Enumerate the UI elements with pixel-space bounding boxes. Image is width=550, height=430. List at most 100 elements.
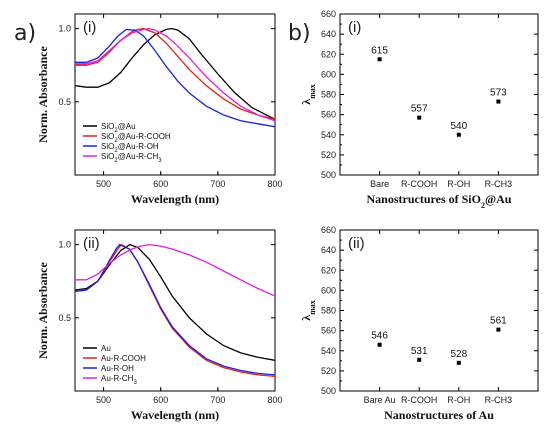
y-tick-label: 660 [321,9,336,19]
data-label: 615 [371,45,388,56]
category-label: R-CH3 [485,179,513,189]
legend-label-2: Au-R-OH [101,364,134,373]
legend-label-1: Au-R-COOH [101,354,146,363]
category-label: R-OH [447,179,470,189]
panel-tag: (ii) [348,235,365,252]
x-tick-label: 500 [96,179,111,189]
panel-label-a: a) [14,21,36,46]
category-label: Bare Au [364,395,396,405]
legend-label-3: Au-R-CH3 [101,374,137,386]
x-axis-title: Wavelength (nm) [131,408,219,422]
label-part-pre: Au-R-COOH [101,354,146,363]
label-part-pre: SiO [101,142,114,151]
y-tick-label: 540 [321,130,336,140]
label-part-sub: max [308,300,317,315]
x-tick-label: 700 [210,179,225,189]
data-point [417,115,422,120]
panel-tag: (i) [83,19,96,36]
series-line-2 [75,28,275,128]
y-tick-label: 540 [321,346,336,356]
label-part-sub: 2 [114,158,118,164]
label-part-pre: SiO [101,122,114,131]
panel-label-b: b) [288,21,311,46]
y-tick-label: 620 [321,265,336,275]
x-tick-label: 500 [96,395,111,405]
label-part-pre: λ [299,315,313,321]
plot-frame [339,13,539,176]
legend-label-3: SiO2@Au-R-CH3 [101,152,162,164]
series-line-3 [75,27,275,122]
data-point [456,360,461,365]
x-tick-label: 700 [210,395,225,405]
label-part-sub: max [308,84,317,99]
label-part-pre: Nanostructures of Au [384,408,494,422]
data-point [496,99,501,104]
plot-frame [74,229,276,392]
x-axis-title: Wavelength (nm) [131,192,219,206]
data-label: 546 [371,331,388,342]
y-axis-title: λmax [299,84,317,105]
label-part-pre: Au-R-CH [101,374,134,383]
label-part-sub2: 3 [158,158,162,164]
label-part-pre: Nanostructures of SiO [367,192,481,206]
category-label: Bare [370,179,389,189]
label-part-post: @Au [118,122,136,131]
data-point [377,57,382,62]
x-axis-title: Nanostructures of Au [384,408,494,422]
y-tick-label: 580 [321,90,336,100]
x-axis-title: Nanostructures of SiO2@Au [367,192,512,210]
series-line-0 [75,243,275,361]
legend-label-0: Au [101,344,111,353]
series-line-3 [75,243,275,297]
legend-label-1: SiO2@Au-R-COOH [101,132,171,144]
label-part-post: @Au-R-COOH [118,132,171,141]
data-label: 557 [411,104,428,115]
label-part-sub: 3 [133,380,137,386]
x-tick-label: 600 [153,395,168,405]
label-part-sub: 2 [481,201,485,210]
label-part-post: @Au-R-OH [118,142,159,151]
data-label: 573 [490,88,507,99]
y-tick-label: 1.0 [58,240,71,250]
y-tick-label: 560 [321,326,336,336]
category-label: R-COOH [401,395,438,405]
y-tick-label: 500 [321,170,336,180]
y-axis-title: λmax [299,300,317,321]
label-part-pre: Au-R-OH [101,364,134,373]
legend-label-0: SiO2@Au [101,122,136,134]
plot-frame [339,229,539,392]
y-axis-title: Norm. Absorbance [36,262,50,359]
label-part-sub: 2 [114,138,118,144]
data-point [496,327,501,332]
label-part-pre: SiO [101,152,114,161]
y-tick-label: 600 [321,69,336,79]
y-tick-label: 660 [321,225,336,235]
y-tick-label: 560 [321,110,336,120]
y-tick-label: 0.5 [58,313,71,323]
lambda-max-chart-ii: 500 520 540 560 580 600 620 640 660 Bare Au 546 R-C… [299,225,539,422]
data-point [456,132,461,137]
x-tick-label: 600 [153,179,168,189]
plot-frame [74,13,276,176]
y-tick-label: 1.0 [58,24,71,34]
category-label: R-COOH [401,179,438,189]
label-part-post: @Au [485,192,512,206]
label-part-pre: Au [101,344,111,353]
lambda-max-chart-i: 500 520 540 560 580 600 620 640 660 Bare 615 R-COOH… [299,9,539,210]
y-tick-label: 620 [321,49,336,59]
y-tick-label: 520 [321,366,336,376]
data-point [417,357,422,362]
label-part-post: @Au-R-CH [118,152,159,161]
series-line-1 [75,27,275,121]
absorbance-chart-i: 500 600 700 8000.51.0SiO2@AuSiO2@Au-R-COOHS… [36,13,283,206]
y-tick-label: 0.5 [58,97,71,107]
y-tick-label: 580 [321,306,336,316]
y-tick-label: 600 [321,285,336,295]
series-line-0 [75,27,275,120]
panel-tag: (ii) [83,235,100,252]
label-part-pre: λ [299,99,313,105]
y-tick-label: 500 [321,386,336,396]
panel-tag: (i) [348,19,361,36]
x-tick-label: 800 [267,179,282,189]
